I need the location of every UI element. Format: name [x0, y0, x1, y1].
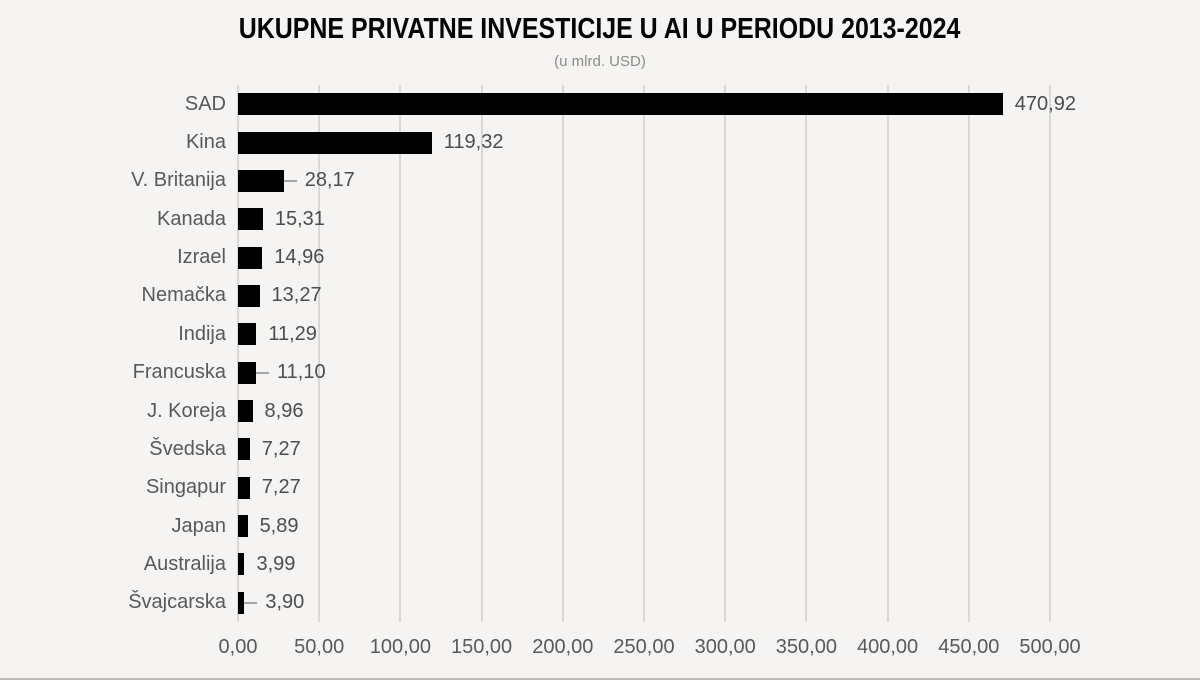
chart-title-text: UKUPNE PRIVATNE INVESTICIJE U AI U PERIO…	[239, 13, 961, 45]
error-whisker	[256, 371, 270, 374]
value-label: 3,99	[256, 552, 296, 575]
gridline-x-50	[318, 85, 321, 622]
value-label: 28,17	[304, 169, 355, 192]
value-label: 11,29	[268, 322, 317, 345]
bar-Francuska	[238, 361, 257, 384]
bar-Švajcarska	[238, 591, 245, 614]
value-label: 13,27	[271, 284, 322, 307]
error-whisker	[283, 179, 297, 182]
bar-row: 119,32	[238, 123, 1200, 161]
gridline-x-250	[643, 85, 645, 622]
value-label: 15,31	[274, 207, 325, 230]
error-whisker	[244, 601, 258, 604]
bar-Izrael	[238, 246, 263, 269]
gridline-x-500	[1049, 85, 1051, 622]
chart-subtitle: (u mlrd. USD)	[554, 53, 646, 70]
x-tick-label: 150,00	[451, 636, 513, 658]
value-label: 119,32	[443, 131, 504, 154]
gridline-x-400	[886, 85, 889, 622]
bar-row: 7,27	[238, 469, 1200, 507]
category-label-Kina: Kina	[185, 131, 226, 154]
x-tick-label: 100,00	[369, 636, 431, 658]
gridline-x-300	[724, 85, 727, 622]
x-tick-label: 250,00	[613, 636, 675, 658]
category-label-Švajcarska: Švajcarska	[128, 591, 226, 614]
value-label: 3,90	[265, 591, 305, 614]
bar-Japan	[238, 515, 248, 538]
bar-Kanada	[238, 208, 263, 231]
gridline-x-350	[805, 85, 808, 622]
value-label: 11,10	[277, 361, 326, 384]
chart-title: UKUPNE PRIVATNE INVESTICIJE U AI U PERIO…	[0, 13, 1200, 46]
category-label-Japan: Japan	[171, 514, 227, 537]
gridline-x-0	[237, 85, 239, 622]
bar-Nemačka	[238, 284, 260, 307]
category-label-V. Britanija: V. Britanija	[131, 169, 226, 192]
value-label: 470,92	[1014, 92, 1076, 115]
gridline-x-150	[480, 85, 483, 622]
gridline-x-200	[561, 85, 564, 622]
bar-V. Britanija	[238, 169, 284, 192]
bar-J. Koreja	[238, 400, 253, 423]
bar-Australija	[238, 553, 245, 576]
category-label-Singapur: Singapur	[145, 476, 226, 499]
gridline-x-100	[399, 85, 402, 622]
value-label: 7,27	[261, 476, 301, 499]
category-label-Australija: Australija	[143, 552, 226, 575]
value-label: 14,96	[274, 246, 325, 269]
bar-row: 470,92	[238, 85, 1200, 123]
x-tick-label: 350,00	[775, 636, 837, 658]
bar-row: 28,17	[238, 162, 1200, 200]
bar-row: 11,29	[238, 315, 1200, 353]
category-label-Nemačka: Nemačka	[141, 284, 226, 307]
x-axis: 0,00 50,00 100,00 150,00 200,00 250,00 300,00 3…	[0, 636, 1200, 666]
bar-row: 5,89	[238, 507, 1200, 545]
bar-row: 11,10	[238, 354, 1200, 392]
bar-Kina	[238, 131, 432, 154]
bar-Švedska	[238, 438, 250, 461]
bar-row: 13,27	[238, 277, 1200, 315]
x-tick-label: 300,00	[694, 636, 756, 658]
x-tick-label: 0,00	[218, 636, 258, 658]
value-label: 7,27	[261, 437, 301, 460]
x-tick-label: 200,00	[532, 636, 594, 658]
value-label: 5,89	[259, 514, 299, 537]
category-label-SAD: SAD	[184, 92, 226, 115]
bar-row: 7,27	[238, 430, 1200, 468]
bar-SAD	[238, 93, 1003, 116]
bar-Indija	[238, 323, 257, 346]
x-tick-label: 450,00	[938, 636, 1000, 658]
x-tick-label: 50,00	[294, 636, 345, 658]
bar-Singapur	[238, 476, 250, 499]
bar-row: 3,90	[238, 584, 1200, 622]
category-axis: SAD Kina V. Britanija Kanada Izrael Nemačka In…	[0, 85, 226, 622]
bar-row: 15,31	[238, 200, 1200, 238]
category-label-Indija: Indija	[178, 322, 226, 345]
x-tick-label: 400,00	[857, 636, 919, 658]
category-label-Izrael: Izrael	[177, 246, 226, 269]
plot-area: 470,92 119,32 28,17 15,31 14,96 13,27 11,29 11,…	[237, 85, 1076, 622]
bar-row: 3,99	[238, 545, 1200, 583]
bar-row: 8,96	[238, 392, 1200, 430]
bar-row: 14,96	[238, 238, 1200, 276]
category-label-J. Koreja: J. Koreja	[147, 399, 226, 422]
category-label-Francuska: Francuska	[132, 361, 226, 384]
value-label: 8,96	[264, 399, 304, 422]
category-label-Švedska: Švedska	[149, 437, 226, 460]
gridline-x-450	[967, 85, 970, 622]
x-tick-label: 500,00	[1019, 636, 1081, 658]
category-label-Kanada: Kanada	[157, 207, 226, 230]
